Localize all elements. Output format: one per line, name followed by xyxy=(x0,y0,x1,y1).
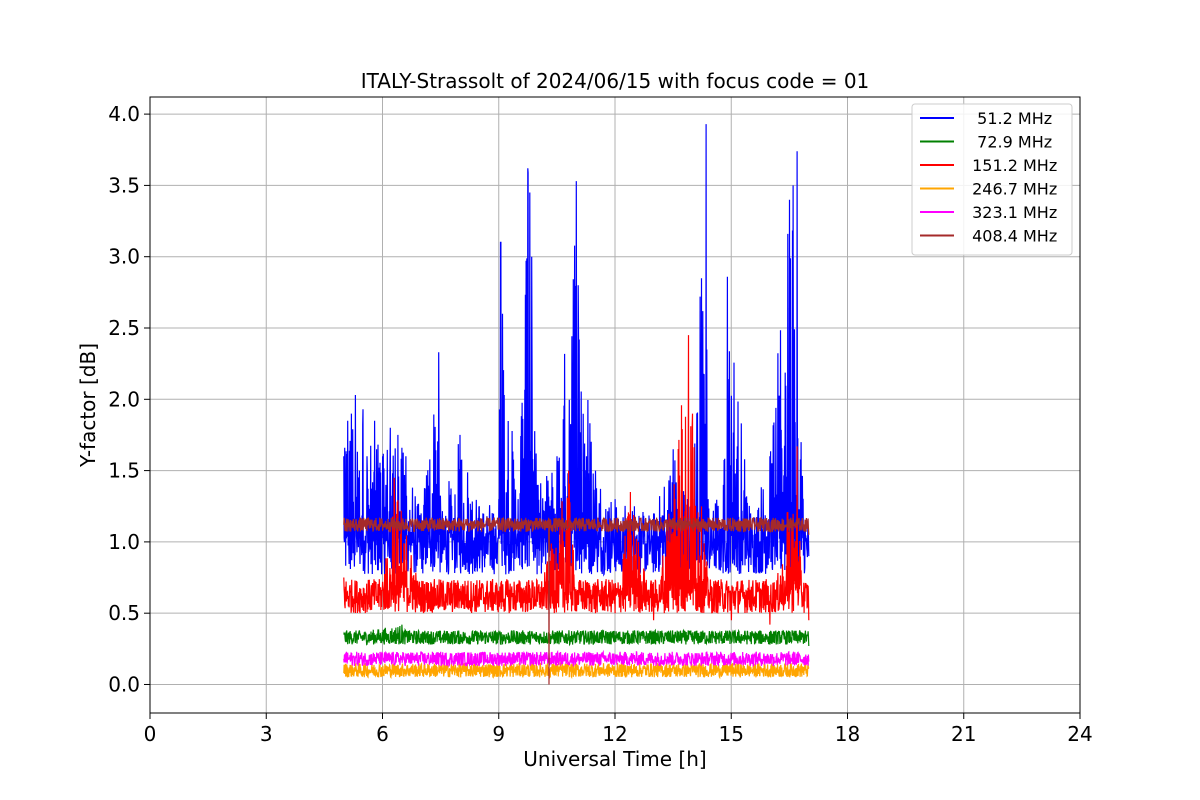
y-tick-label: 0.0 xyxy=(108,672,140,696)
legend-label: 51.2 MHz xyxy=(967,109,1052,128)
series-layer xyxy=(343,124,810,685)
y-tick-label: 3.0 xyxy=(108,245,140,269)
legend-label: 72.9 MHz xyxy=(967,133,1052,152)
x-tick-label: 15 xyxy=(719,722,744,746)
x-tick-label: 21 xyxy=(951,722,976,746)
x-tick-label: 3 xyxy=(260,722,273,746)
chart-title: ITALY-Strassolt of 2024/06/15 with focus… xyxy=(361,69,870,93)
series-line xyxy=(343,516,810,685)
series-line xyxy=(343,649,810,668)
y-axis-label: Y-factor [dB] xyxy=(76,343,100,468)
y-tick-label: 2.0 xyxy=(108,387,140,411)
series-line xyxy=(343,335,810,625)
legend: 51.2 MHz 72.9 MHz 151.2 MHz 246.7 MHz 32… xyxy=(911,103,1073,256)
x-tick-label: 0 xyxy=(144,722,157,746)
y-tick-label: 1.5 xyxy=(108,459,140,483)
y-ticks: 0.0 0.5 1.0 1.5 2.0 2.5 3.0 3.5 4.0 xyxy=(108,102,150,696)
y-tick-label: 2.5 xyxy=(108,316,140,340)
x-tick-label: 24 xyxy=(1067,722,1092,746)
y-tick-label: 0.5 xyxy=(108,601,140,625)
x-tick-label: 9 xyxy=(492,722,505,746)
legend-label: 408.4 MHz xyxy=(967,227,1057,246)
series-line xyxy=(343,661,810,680)
x-ticks: 0 3 6 9 12 15 18 21 24 xyxy=(144,713,1093,746)
series-line xyxy=(343,624,810,647)
x-tick-label: 18 xyxy=(835,722,860,746)
y-tick-label: 1.0 xyxy=(108,530,140,554)
x-tick-label: 6 xyxy=(376,722,389,746)
x-axis-label: Universal Time [h] xyxy=(523,747,706,771)
y-tick-label: 3.5 xyxy=(108,173,140,197)
legend-label: 151.2 MHz xyxy=(967,156,1057,175)
legend-label: 323.1 MHz xyxy=(967,203,1057,222)
x-tick-label: 12 xyxy=(602,722,627,746)
y-tick-label: 4.0 xyxy=(108,102,140,126)
legend-label: 246.7 MHz xyxy=(967,180,1057,199)
